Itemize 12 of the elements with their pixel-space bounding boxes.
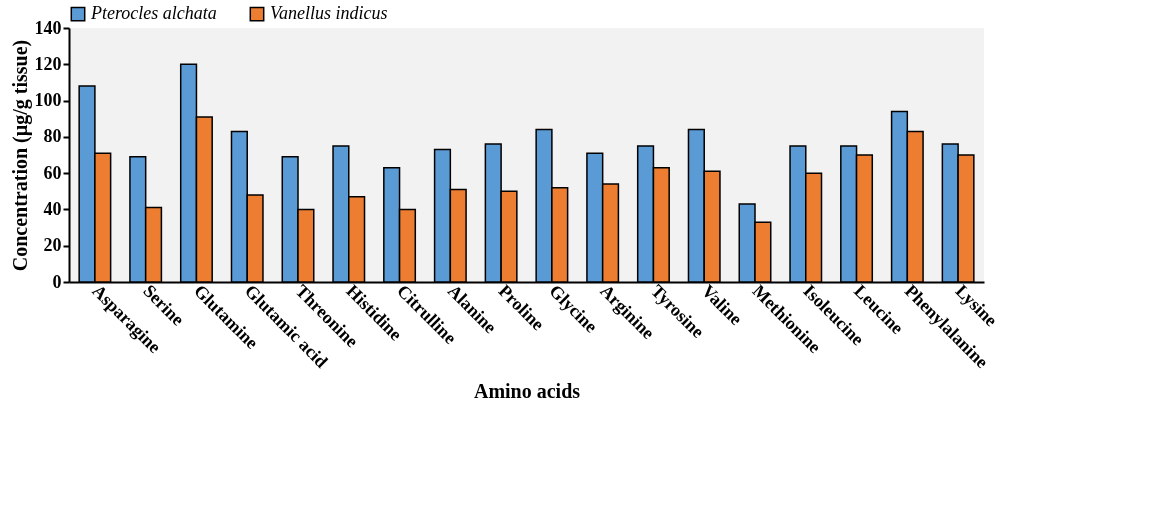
y-tick-label: 100 <box>34 90 62 111</box>
y-tick-label: 140 <box>34 17 62 38</box>
legend-label: Vanellus indicus <box>270 3 388 24</box>
x-axis-title: Amino acids <box>473 379 581 402</box>
y-tick-label: 40 <box>43 198 62 219</box>
y-tick-label: 0 <box>52 271 62 292</box>
y-tick-label: 120 <box>34 53 62 74</box>
legend-label: Pterocles alchata <box>90 3 217 24</box>
y-tick-label: 20 <box>43 235 62 256</box>
y-tick-label: 60 <box>43 162 62 183</box>
y-tick-label: 80 <box>43 126 62 147</box>
y-axis-title: Concentration (µg/g tissue) <box>8 39 32 272</box>
